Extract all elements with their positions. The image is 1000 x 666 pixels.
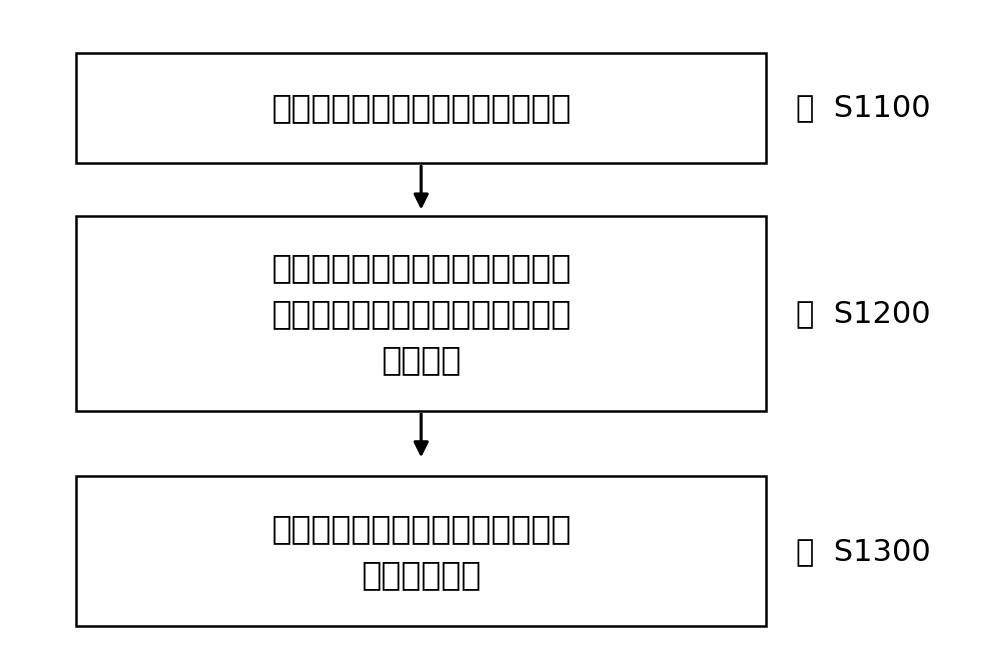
Text: 根据第一膨胀率及第二膨胀率确定
电池的膨胀率: 根据第一膨胀率及第二膨胀率确定 电池的膨胀率 (271, 512, 571, 591)
FancyBboxPatch shape (76, 476, 766, 627)
Text: 根据内阻增长率确定电池的第一膨
胀率，根据第一压差确定电池的第
二膨胀率: 根据内阻增长率确定电池的第一膨 胀率，根据第一压差确定电池的第 二膨胀率 (271, 251, 571, 376)
Text: ～  S1300: ～ S1300 (796, 537, 931, 566)
Text: 获取电池的内阻增长率及第一压差: 获取电池的内阻增长率及第一压差 (271, 91, 571, 125)
Text: ～  S1200: ～ S1200 (796, 299, 930, 328)
FancyBboxPatch shape (76, 53, 766, 163)
FancyBboxPatch shape (76, 216, 766, 411)
Text: ～  S1100: ～ S1100 (796, 93, 930, 123)
